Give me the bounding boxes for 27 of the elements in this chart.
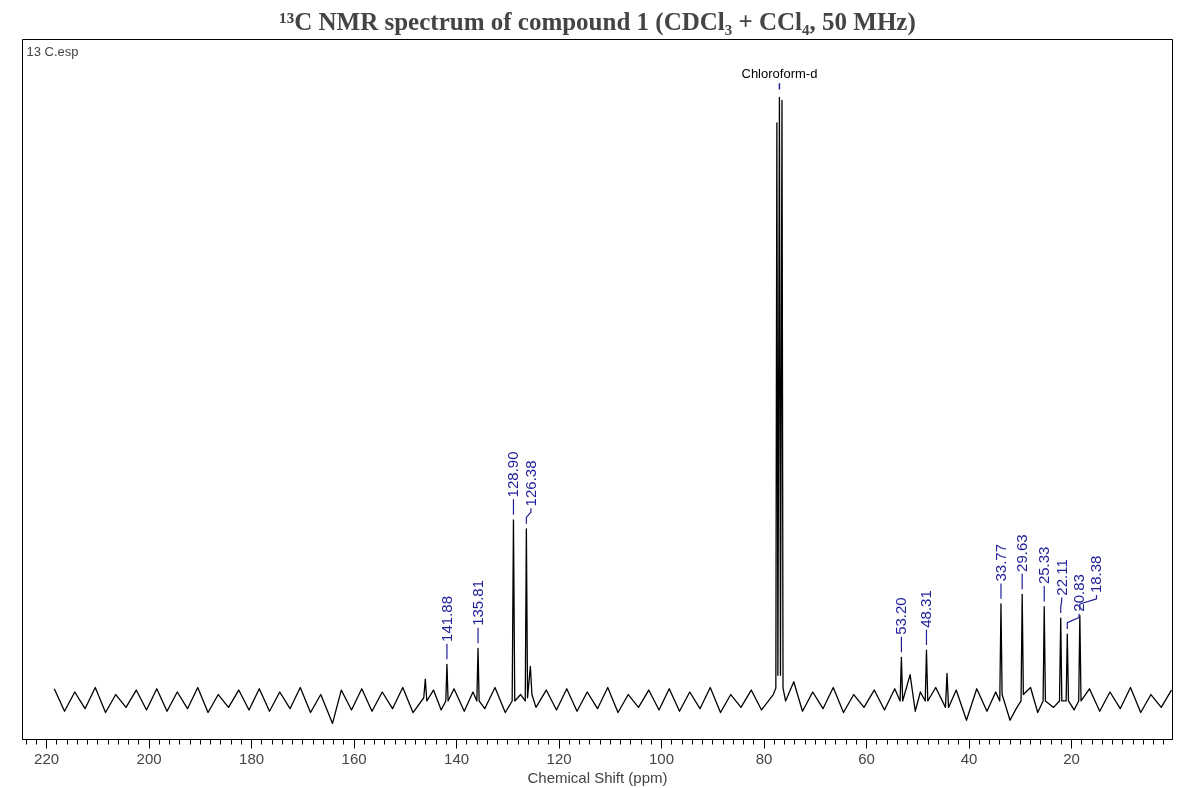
annotation: 25.33: [1035, 546, 1053, 585]
text: 13 C.esp: [26, 43, 79, 59]
annotation: 135.81: [469, 579, 487, 626]
annotation: 29.63: [1013, 534, 1031, 572]
annotation: Chloroform-d: [741, 66, 818, 82]
annotation: 53.20: [892, 597, 910, 635]
annotation: 128.90: [504, 451, 522, 498]
annotation: 48.31: [917, 590, 935, 628]
x-tick-label: 80: [755, 749, 773, 767]
x-tick-label: 220: [34, 749, 60, 767]
chart-title: ¹³C NMR spectrum of compound 1 (CDCl₃ + CCl₄, 50 MHz): [279, 7, 916, 36]
annotation: 126.38: [521, 460, 539, 507]
x-tick-label: 60: [858, 749, 875, 767]
x-tick-label: 200: [136, 749, 162, 767]
x-tick-label: 180: [239, 749, 265, 767]
annotation: 20.83: [1070, 574, 1088, 612]
annotation: 33.77: [991, 543, 1009, 582]
x-tick-label: 20: [1063, 749, 1080, 767]
x-tick-label: 100: [649, 749, 675, 767]
annotation: 18.38: [1087, 555, 1105, 594]
x-tick-label: 40: [960, 749, 978, 767]
annotation: 22.11: [1052, 559, 1070, 596]
x-axis-title: Chemical Shift (ppm): [527, 768, 668, 786]
x-tick-label: 160: [341, 749, 367, 767]
x-tick-label: 140: [444, 749, 470, 767]
x-tick-label: 120: [546, 749, 572, 767]
annotation: 141.88: [437, 595, 455, 642]
